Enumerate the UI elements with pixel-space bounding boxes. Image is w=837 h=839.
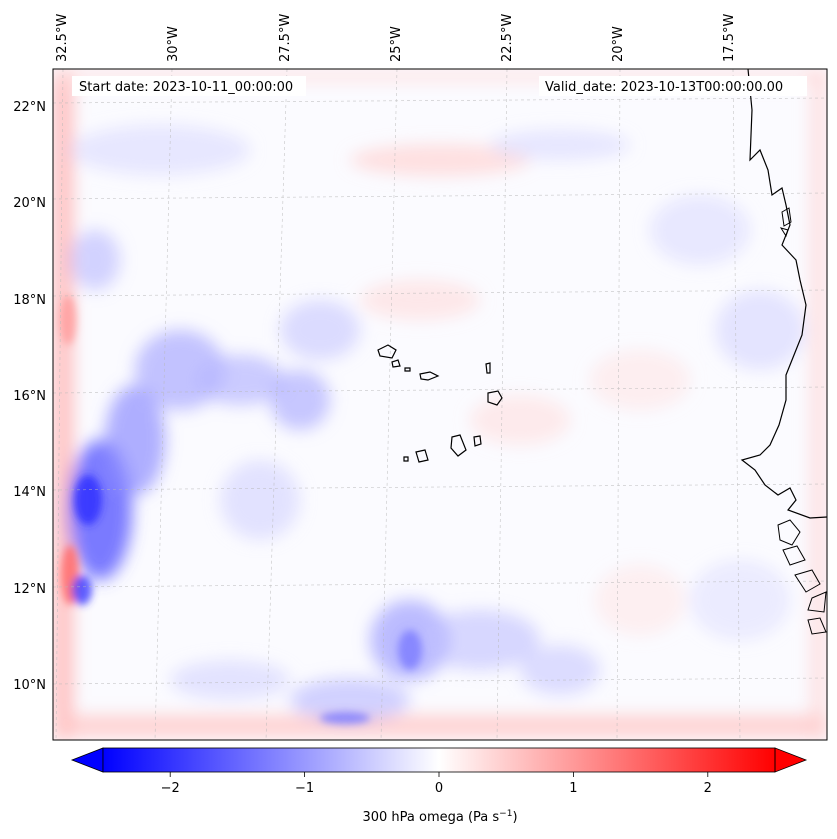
coastline-guinea-islands bbox=[777, 519, 827, 635]
lon-label: 30°W bbox=[166, 26, 181, 62]
gridlines bbox=[53, 69, 827, 740]
colorbar-label: 300 hPa omega (Pa s−1) bbox=[362, 809, 517, 825]
lat-label: 16°N bbox=[13, 389, 46, 404]
map-panel: Start date: 2023-10-11_00:00:00 Valid_da… bbox=[53, 69, 827, 740]
colorbar-tick-label: 2 bbox=[704, 781, 712, 796]
valid-date-box bbox=[539, 76, 807, 96]
start-date-box bbox=[72, 76, 306, 96]
colorbar-tick-label: −1 bbox=[295, 781, 314, 796]
coastline-banc-arguin bbox=[779, 207, 792, 238]
colorbar-gradient bbox=[103, 748, 775, 772]
map-frame bbox=[52, 68, 828, 741]
colorbar-min-extend bbox=[70, 747, 104, 773]
omega-field-fine bbox=[60, 295, 422, 724]
valid-date-label: Valid_date: 2023-10-13T00:00:00.00 bbox=[545, 80, 783, 95]
colorbar-max-extend bbox=[774, 747, 808, 773]
colorbar-label-close: ) bbox=[512, 810, 517, 825]
lat-labels: 22°N 20°N 18°N 16°N 14°N 12°N 10°N bbox=[13, 100, 46, 693]
lon-labels: 32.5°W 30°W 27.5°W 25°W 22.5°W 20°W 17.5… bbox=[55, 14, 737, 62]
cape-verde-islands bbox=[377, 344, 503, 463]
colorbar-tick-label: 1 bbox=[569, 781, 577, 796]
lat-label: 18°N bbox=[13, 293, 46, 308]
lon-label: 27.5°W bbox=[278, 14, 293, 62]
colorbar-tick-label: −2 bbox=[161, 781, 180, 796]
lon-label: 20°W bbox=[611, 26, 626, 62]
lon-label: 32.5°W bbox=[55, 14, 70, 62]
lon-label: 25°W bbox=[389, 26, 404, 62]
colorbar-tick-label: 0 bbox=[435, 781, 443, 796]
lat-label: 12°N bbox=[13, 582, 46, 597]
lat-label: 10°N bbox=[13, 678, 46, 693]
lat-label: 14°N bbox=[13, 485, 46, 500]
lat-label: 22°N bbox=[13, 100, 46, 115]
colorbar-ticks: −2 −1 0 1 2 bbox=[161, 772, 712, 796]
colorbar: −2 −1 0 1 2 300 hPa omega (Pa s−1) bbox=[70, 747, 808, 825]
start-date-label: Start date: 2023-10-11_00:00:00 bbox=[79, 80, 293, 95]
lon-label: 22.5°W bbox=[500, 14, 515, 62]
colorbar-label-exponent: −1 bbox=[499, 809, 512, 819]
coastline-africa bbox=[740, 69, 827, 519]
colorbar-label-main: 300 hPa omega (Pa s bbox=[362, 810, 499, 825]
lat-label: 20°N bbox=[13, 196, 46, 211]
lon-label: 17.5°W bbox=[722, 14, 737, 62]
